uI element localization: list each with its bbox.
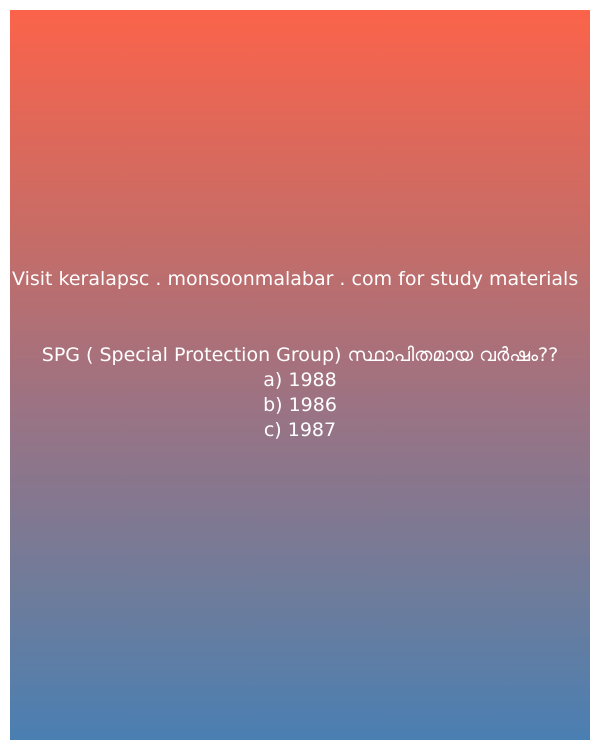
promo-text: Visit keralapsc . monsoonmalabar . com f… — [12, 268, 579, 290]
question-text: SPG ( Special Protection Group) സ്ഥാപിതമ… — [41, 344, 559, 366]
question-block: SPG ( Special Protection Group) സ്ഥാപിതമ… — [10, 343, 590, 443]
option-c: c) 1987 — [263, 419, 337, 441]
option-a: a) 1988 — [263, 369, 337, 391]
quiz-card: Visit keralapsc . monsoonmalabar . com f… — [10, 10, 590, 740]
option-b: b) 1986 — [263, 394, 337, 416]
